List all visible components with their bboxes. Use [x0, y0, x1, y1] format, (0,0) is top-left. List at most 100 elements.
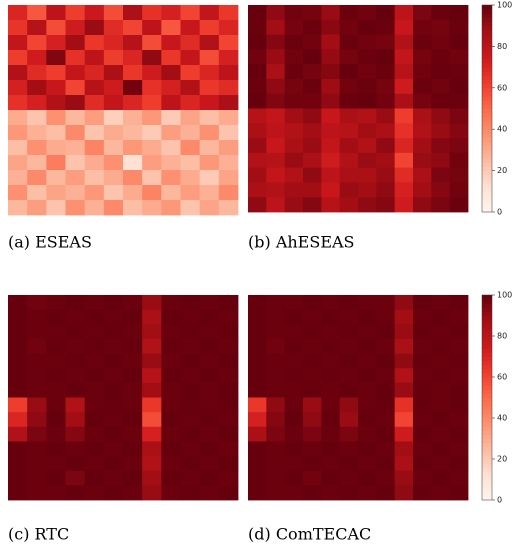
heatmap-cell [103, 170, 124, 186]
heatmap-cell [431, 64, 451, 80]
colorbar-step [482, 331, 492, 337]
heatmap-cell [431, 108, 451, 124]
heatmap-cell [284, 182, 304, 198]
heatmap-cell [161, 200, 181, 216]
heatmap-cell [46, 200, 66, 216]
heatmap-cell [84, 338, 105, 354]
heatmap-cell [65, 426, 86, 442]
heatmap-cell [8, 95, 28, 111]
heatmap-cell [123, 324, 143, 340]
heatmap-cell [84, 50, 105, 66]
colorbar-step [482, 207, 492, 213]
colorbar-tick-label: 60 [497, 373, 507, 382]
heatmap-cell [413, 456, 432, 472]
colorbar-step [482, 438, 492, 444]
colorbar-step [482, 33, 492, 39]
heatmap-cell [248, 182, 267, 198]
colorbar-tick-label: 80 [497, 332, 507, 341]
colorbar-step [482, 38, 492, 43]
colorbar-step [482, 360, 492, 366]
heatmap-cell [142, 368, 162, 384]
heatmap-cell [65, 441, 86, 457]
heatmap-cell [199, 170, 220, 186]
heatmap-cell [449, 64, 469, 80]
heatmap-cell [180, 382, 201, 398]
heatmap-cell [218, 185, 239, 201]
heatmap-cell [266, 108, 286, 124]
heatmap-cell [303, 167, 322, 183]
heatmap-cell [266, 485, 286, 501]
heatmap-cell [199, 309, 220, 325]
heatmap-cell [339, 5, 359, 21]
heatmap-cell [142, 397, 162, 413]
heatmap-cell [142, 5, 162, 21]
heatmap-cell [303, 5, 322, 21]
heatmap-cell [303, 64, 322, 80]
heatmap-cell [180, 456, 201, 472]
heatmap-cell [376, 152, 396, 169]
heatmap-cell [103, 456, 124, 472]
heatmap-cell [180, 426, 201, 442]
colorbar-step [482, 479, 492, 485]
heatmap-cell [413, 485, 432, 501]
heatmap-cell [248, 152, 267, 169]
colorbar-step [482, 91, 492, 97]
colorbar-step [482, 495, 492, 501]
heatmap-cell [180, 470, 201, 486]
heatmap-cell [84, 65, 105, 81]
heatmap-cell [303, 441, 322, 457]
heatmap-cell [248, 368, 267, 384]
heatmap-cell [431, 397, 451, 413]
heatmap-cell [180, 309, 201, 325]
heatmap-cell [339, 353, 359, 369]
heatmap-cell [103, 295, 124, 311]
heatmap-cell [218, 470, 239, 486]
heatmap-cell [218, 170, 239, 186]
heatmap-cell [358, 382, 377, 398]
heatmap-cell [339, 309, 359, 325]
heatmap-cell [161, 338, 181, 354]
heatmap-cell [123, 368, 143, 384]
colorbar-step [482, 340, 492, 345]
heatmap-cell [284, 309, 304, 325]
heatmap-cell [103, 324, 124, 340]
heatmap-cell [103, 110, 124, 126]
heatmap-cell [123, 338, 143, 354]
heatmap-cell [218, 309, 239, 325]
heatmap-cell [103, 382, 124, 398]
colorbar-step [482, 463, 492, 468]
heatmap-cell [180, 125, 201, 141]
heatmap-cell [339, 368, 359, 384]
colorbar-step [482, 459, 492, 464]
heatmap-cell [358, 470, 377, 486]
heatmap-cell [84, 353, 105, 369]
colorbar-step [482, 327, 492, 333]
heatmap-cell [284, 382, 304, 398]
heatmap-cell [321, 295, 341, 311]
heatmap-cell [218, 155, 239, 171]
heatmap-cell [376, 456, 396, 472]
heatmap-cell [161, 50, 181, 66]
heatmap-cell [376, 138, 396, 154]
heatmap-cell [8, 309, 28, 325]
heatmap-cell [358, 426, 377, 442]
heatmap-cell [123, 295, 143, 311]
heatmap-cell [142, 170, 162, 186]
colorbar-step [482, 9, 492, 14]
colorbar-step [482, 79, 492, 85]
heatmap-cell [123, 485, 143, 501]
heatmap-cell [27, 353, 47, 369]
heatmap-cell [65, 368, 86, 384]
heatmap-cell [303, 78, 322, 95]
heatmap-cell [394, 197, 414, 213]
heatmap-cell [248, 456, 267, 472]
heatmap-cell [161, 170, 181, 186]
heatmap-cell [199, 35, 220, 51]
heatmap-cell [431, 182, 451, 198]
heatmap-cell [218, 80, 239, 96]
heatmap-cell [161, 456, 181, 472]
heatmap-cell [376, 182, 396, 198]
heatmap-cell [161, 309, 181, 325]
heatmap-cell [321, 324, 341, 340]
heatmap-cell [266, 182, 286, 198]
